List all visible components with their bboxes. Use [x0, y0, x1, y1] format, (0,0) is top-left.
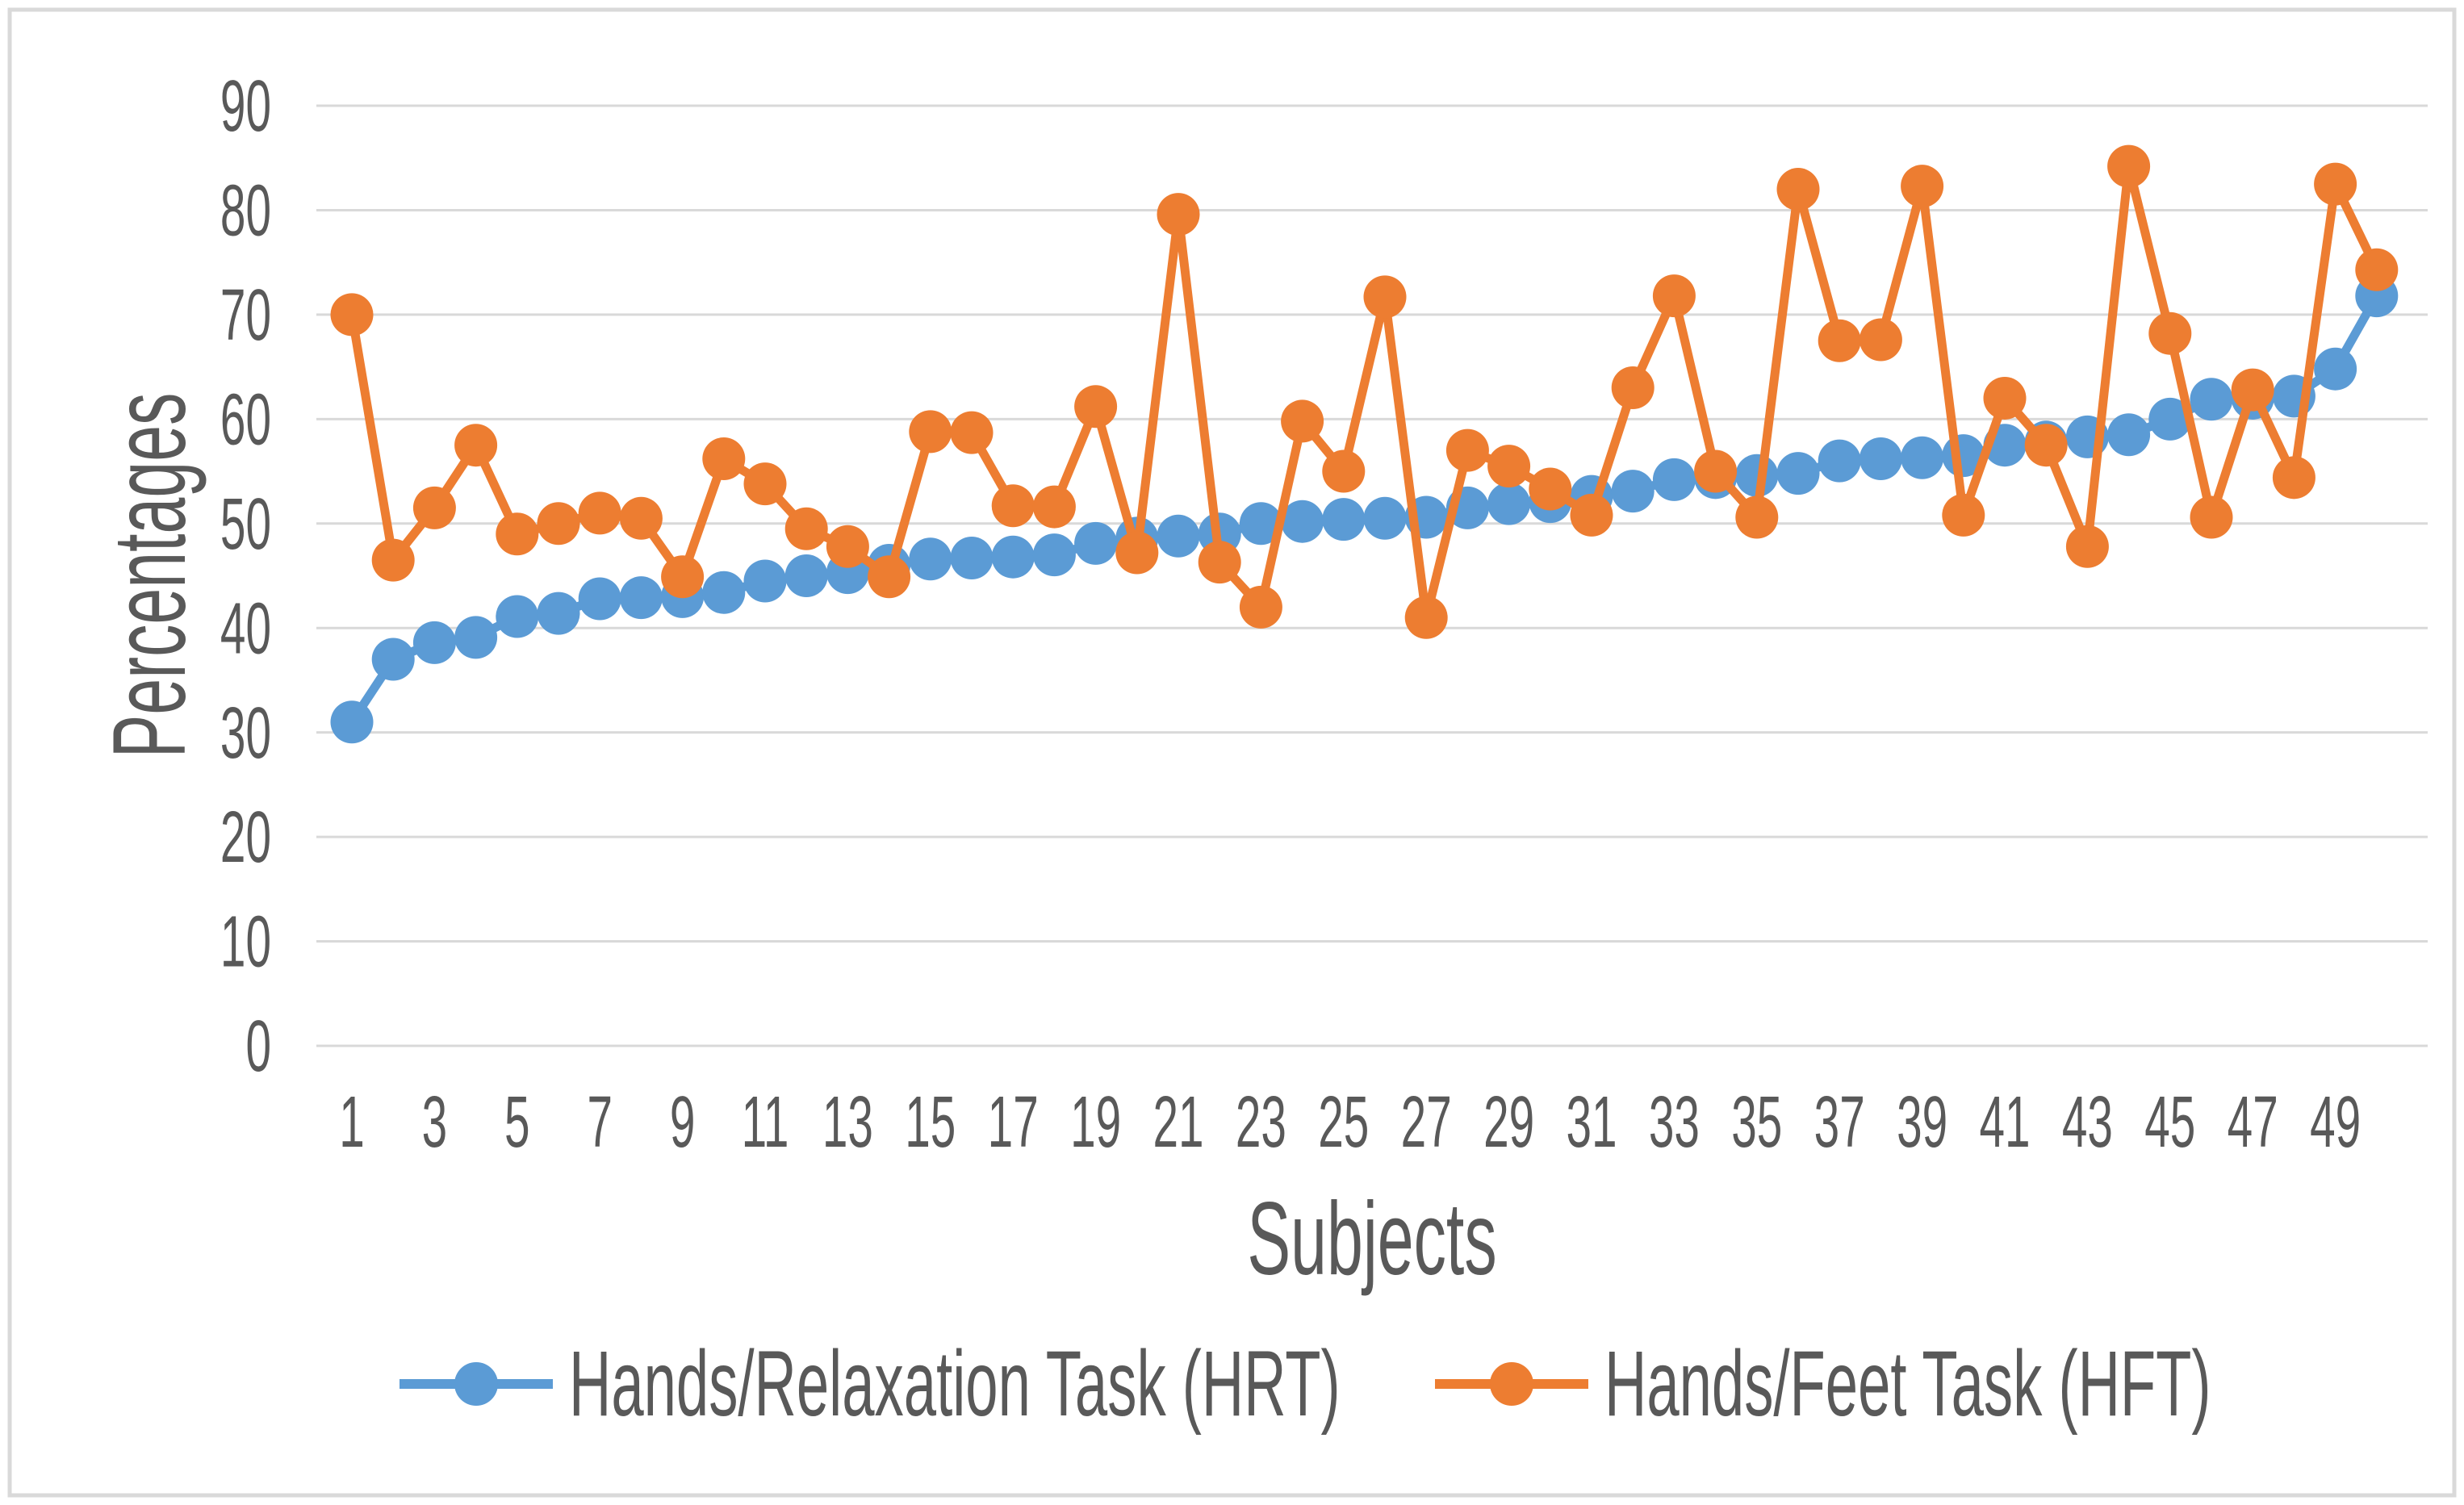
svg-text:0: 0: [245, 1005, 271, 1087]
svg-text:41: 41: [1979, 1081, 2030, 1163]
svg-text:9: 9: [670, 1081, 696, 1163]
svg-text:19: 19: [1070, 1081, 1121, 1163]
svg-text:27: 27: [1401, 1081, 1452, 1163]
hft-series-marker-icon: [1435, 1362, 1588, 1406]
svg-text:23: 23: [1236, 1081, 1286, 1163]
svg-text:15: 15: [905, 1081, 956, 1163]
svg-text:17: 17: [988, 1081, 1039, 1163]
svg-text:30: 30: [220, 692, 271, 773]
svg-text:10: 10: [220, 901, 271, 982]
svg-text:29: 29: [1483, 1081, 1534, 1163]
legend-item-hft: Hands/Feet Task (HFT): [1435, 1327, 2464, 1440]
svg-text:11: 11: [742, 1081, 789, 1163]
svg-text:80: 80: [220, 169, 271, 251]
svg-text:70: 70: [220, 274, 271, 356]
svg-text:25: 25: [1318, 1081, 1369, 1163]
svg-text:33: 33: [1649, 1081, 1700, 1163]
svg-text:20: 20: [220, 796, 271, 878]
legend-label-hft: Hands/Feet Task (HFT): [1604, 1332, 2211, 1436]
legend-label-hrt: Hands/Relaxation Task (HRT): [569, 1332, 1341, 1436]
svg-text:45: 45: [2144, 1081, 2195, 1163]
svg-text:40: 40: [220, 587, 271, 669]
svg-text:49: 49: [2310, 1081, 2361, 1163]
svg-text:31: 31: [1566, 1081, 1617, 1163]
svg-text:60: 60: [220, 378, 271, 460]
svg-text:21: 21: [1153, 1081, 1203, 1163]
svg-text:1: 1: [339, 1081, 365, 1163]
svg-text:3: 3: [422, 1081, 448, 1163]
legend-item-hrt: Hands/Relaxation Task (HRT): [400, 1327, 1793, 1440]
svg-text:43: 43: [2062, 1081, 2113, 1163]
hrt-series-marker-icon: [400, 1362, 553, 1406]
svg-text:47: 47: [2228, 1081, 2278, 1163]
chart-legend: Hands/Relaxation Task (HRT) Hands/Feet T…: [0, 1327, 2464, 1440]
svg-text:13: 13: [822, 1081, 873, 1163]
svg-text:39: 39: [1897, 1081, 1947, 1163]
svg-text:37: 37: [1814, 1081, 1865, 1163]
svg-text:5: 5: [504, 1081, 530, 1163]
svg-text:35: 35: [1731, 1081, 1782, 1163]
svg-text:50: 50: [220, 483, 271, 565]
svg-text:7: 7: [587, 1081, 613, 1163]
svg-text:90: 90: [220, 65, 271, 147]
